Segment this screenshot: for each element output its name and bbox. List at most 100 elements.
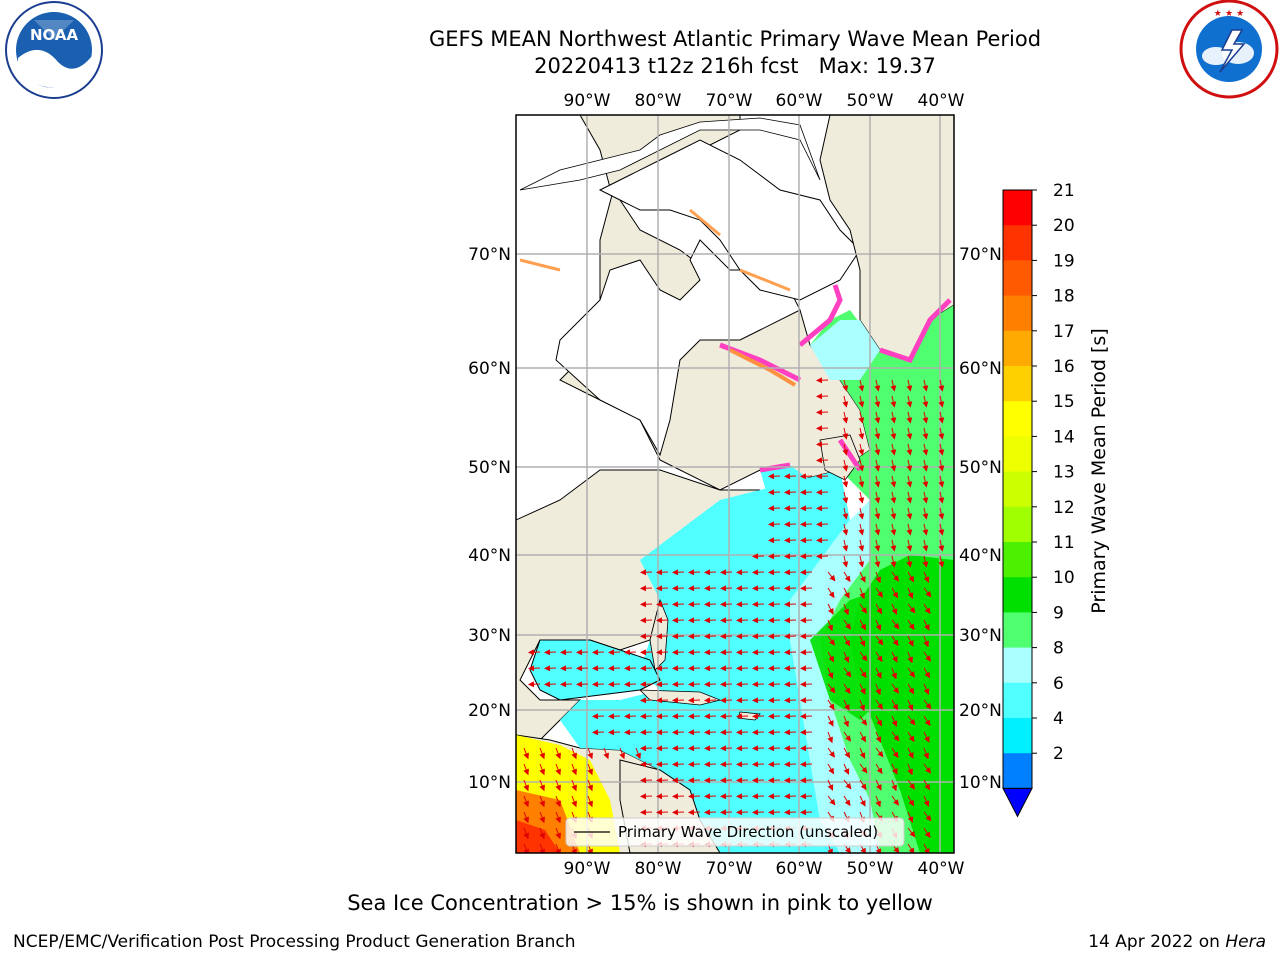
colorbar-tick-label: 20 xyxy=(1053,216,1075,236)
wave-direction-arrow xyxy=(752,713,765,720)
wave-direction-arrow xyxy=(736,569,749,576)
wave-direction-arrow xyxy=(906,475,913,488)
wave-direction-arrow xyxy=(768,793,781,800)
wave-direction-arrow xyxy=(922,523,929,536)
lat-label: 70°N xyxy=(959,245,1002,265)
wave-direction-arrow xyxy=(827,667,834,679)
lat-label: 20°N xyxy=(959,701,1002,721)
wave-direction-arrow xyxy=(592,713,605,720)
wave-direction-arrow xyxy=(923,683,930,695)
wave-direction-arrow xyxy=(875,571,881,584)
wave-direction-arrow xyxy=(672,633,685,640)
wave-direction-arrow xyxy=(592,665,605,672)
wave-direction-arrow xyxy=(784,521,797,528)
wave-direction-arrow xyxy=(752,761,765,768)
wave-direction-arrow xyxy=(720,617,733,624)
wave-direction-arrow xyxy=(858,555,865,568)
wave-direction-arrow xyxy=(843,667,852,678)
wave-direction-arrow xyxy=(555,811,561,824)
wave-direction-arrow xyxy=(891,619,900,630)
wave-direction-arrow xyxy=(688,649,701,656)
wave-direction-arrow xyxy=(800,473,813,480)
wave-direction-arrow xyxy=(720,633,733,640)
wave-direction-arrow xyxy=(827,699,835,711)
wave-direction-arrow xyxy=(704,777,717,784)
wave-direction-arrow xyxy=(656,793,669,800)
wave-direction-arrow xyxy=(672,745,685,752)
wave-direction-arrow xyxy=(816,505,829,512)
wave-direction-arrow xyxy=(640,569,653,576)
wave-direction-arrow xyxy=(875,635,884,646)
colorbar-tick-label: 2 xyxy=(1053,744,1064,764)
colorbar-segment xyxy=(1003,753,1032,789)
wave-direction-arrow xyxy=(768,777,781,784)
wave-direction-arrow xyxy=(752,745,765,752)
lon-label: 80°W xyxy=(635,91,682,111)
wave-direction-arrow xyxy=(816,409,829,416)
wave-direction-arrow xyxy=(672,569,685,576)
wave-direction-arrow xyxy=(842,507,849,520)
wave-direction-arrow xyxy=(784,681,797,688)
wave-direction-arrow xyxy=(784,553,797,560)
svg-text:NOAA: NOAA xyxy=(30,26,79,44)
colorbar-tick-label: 18 xyxy=(1053,287,1075,307)
wave-direction-arrow xyxy=(720,713,733,720)
lon-label: 40°W xyxy=(918,91,965,111)
colorbar-tick-label: 19 xyxy=(1053,251,1075,271)
wave-direction-arrow xyxy=(768,489,781,496)
wave-direction-arrow xyxy=(859,587,865,600)
wave-direction-arrow xyxy=(640,761,653,768)
wave-direction-arrow xyxy=(752,793,765,800)
wave-direction-arrow xyxy=(875,651,883,663)
wave-direction-arrow xyxy=(720,697,733,704)
wave-direction-arrow xyxy=(560,665,573,672)
wave-direction-arrow xyxy=(608,729,621,736)
wave-direction-arrow xyxy=(907,683,915,695)
wave-direction-arrow xyxy=(827,715,834,727)
wave-direction-arrow xyxy=(576,665,589,672)
svg-text:★ ★ ★: ★ ★ ★ xyxy=(1214,9,1244,19)
wave-direction-arrow xyxy=(938,379,945,392)
wave-direction-arrow xyxy=(784,585,797,592)
colorbar-segment xyxy=(1003,260,1032,297)
wave-direction-arrow xyxy=(752,809,765,816)
wave-direction-arrow xyxy=(906,395,913,408)
wave-direction-arrow xyxy=(906,523,913,536)
wave-direction-arrow xyxy=(891,603,898,615)
wave-direction-arrow xyxy=(672,649,685,656)
wave-direction-arrow xyxy=(843,763,850,775)
lon-label: 60°W xyxy=(776,859,823,879)
wave-direction-arrow xyxy=(656,665,669,672)
wave-direction-arrow xyxy=(587,763,593,776)
wave-direction-arrow xyxy=(859,571,866,583)
wave-direction-arrow xyxy=(890,459,897,472)
wave-direction-arrow xyxy=(874,539,881,552)
wave-direction-arrow xyxy=(938,491,945,504)
wave-direction-arrow xyxy=(891,763,898,775)
wave-direction-arrow xyxy=(923,827,931,839)
wave-direction-arrow xyxy=(640,617,653,624)
wave-direction-arrow xyxy=(768,473,781,480)
lon-labels-bottom: 90°W 80°W 70°W 60°W 50°W 40°W xyxy=(564,859,965,879)
wave-direction-arrow xyxy=(907,779,915,790)
wave-direction-arrow xyxy=(938,539,945,552)
wave-direction-arrow xyxy=(784,601,797,608)
wave-direction-arrow xyxy=(523,827,529,840)
wave-direction-arrow xyxy=(704,697,717,704)
wave-direction-arrow xyxy=(827,635,835,646)
wave-direction-arrow xyxy=(640,713,653,720)
wave-direction-arrow xyxy=(923,667,931,679)
wave-direction-arrow xyxy=(608,681,621,688)
wave-direction-arrow xyxy=(688,745,701,752)
wave-direction-arrow xyxy=(800,489,813,496)
wave-direction-arrow xyxy=(842,379,849,392)
wave-direction-arrow xyxy=(720,681,733,688)
wave-direction-arrow xyxy=(859,715,867,726)
wave-direction-arrow xyxy=(891,779,897,792)
wave-direction-arrow xyxy=(523,763,529,776)
wave-direction-arrow xyxy=(906,411,913,424)
wave-direction-arrow xyxy=(672,777,685,784)
wave-direction-arrow xyxy=(784,793,797,800)
wave-direction-arrow xyxy=(922,411,929,424)
wave-direction-arrow xyxy=(720,793,733,800)
